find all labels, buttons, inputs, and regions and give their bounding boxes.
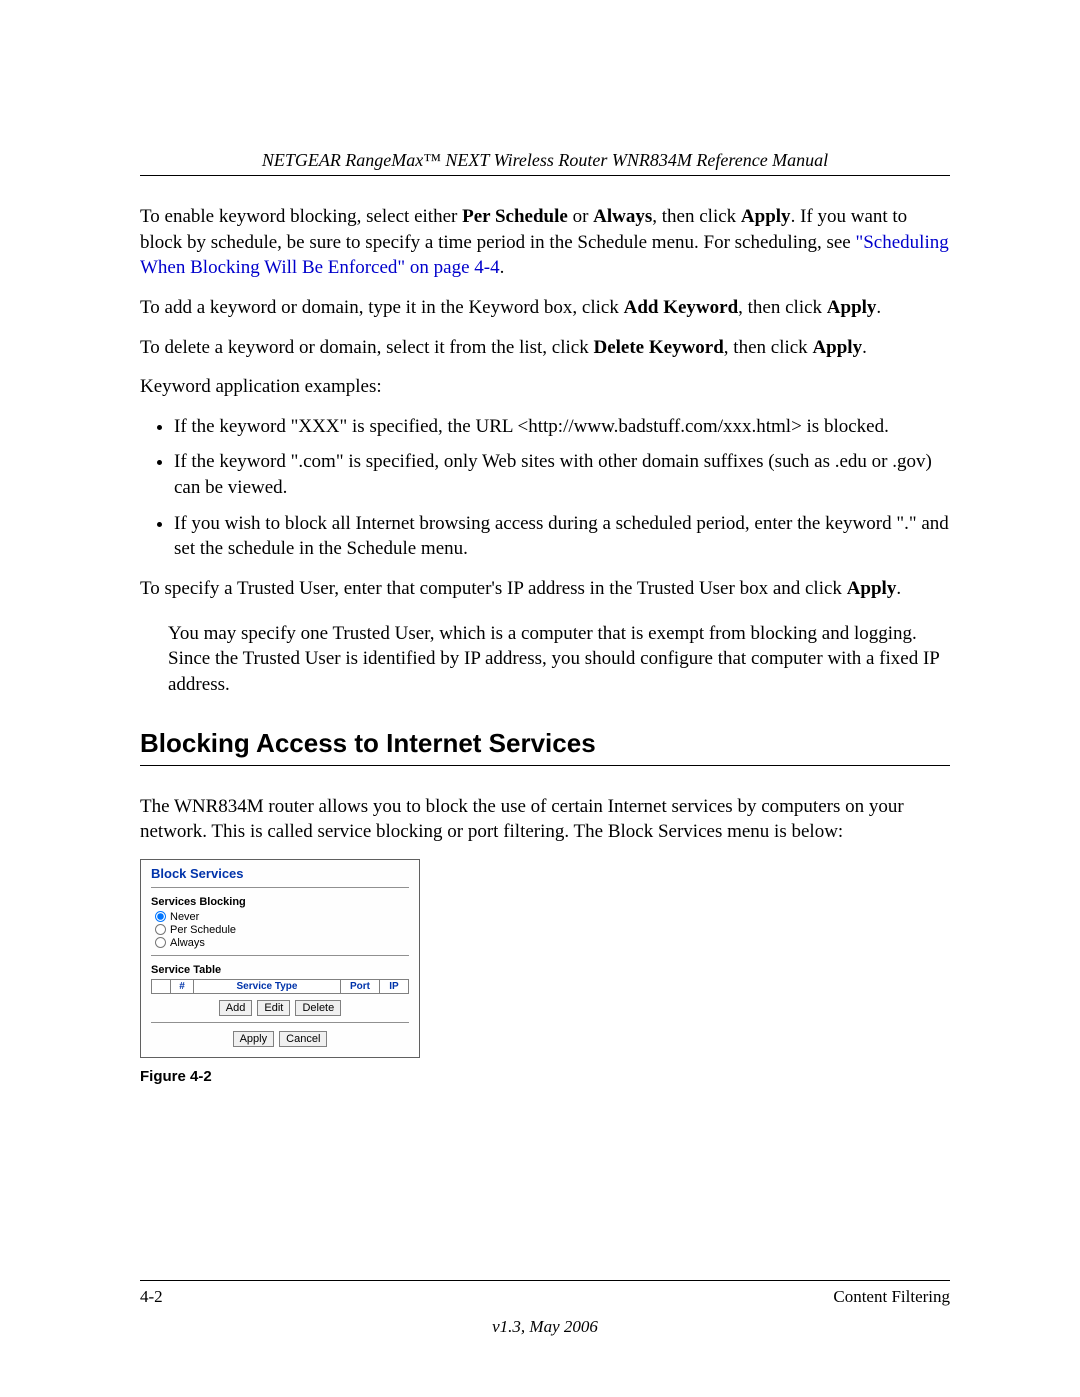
bold-apply: Apply (847, 578, 897, 599)
list-item: If you wish to block all Internet browsi… (174, 511, 950, 562)
text: To specify a Trusted User, enter that co… (140, 578, 847, 599)
radio-always[interactable] (155, 937, 166, 948)
section-rule (140, 765, 950, 766)
delete-button[interactable]: Delete (295, 1000, 341, 1016)
bold-per-schedule: Per Schedule (462, 206, 568, 227)
block-services-panel: Block Services Services Blocking Never P… (140, 859, 420, 1058)
panel-divider (151, 1022, 409, 1023)
bold-add-keyword: Add Keyword (624, 297, 739, 318)
text: , then click (652, 206, 741, 227)
paragraph-7: The WNR834M router allows you to block t… (140, 794, 950, 845)
footer-rule (140, 1280, 950, 1281)
section-heading: Blocking Access to Internet Services (140, 728, 950, 759)
services-blocking-label: Services Blocking (151, 896, 409, 908)
section-name: Content Filtering (833, 1287, 950, 1307)
col-port: Port (341, 979, 380, 993)
paragraph-5: To specify a Trusted User, enter that co… (140, 576, 950, 602)
figure-caption: Figure 4-2 (140, 1068, 950, 1085)
edit-button[interactable]: Edit (257, 1000, 290, 1016)
radio-label: Per Schedule (170, 924, 236, 936)
radio-row-never[interactable]: Never (155, 911, 409, 923)
doc-version: v1.3, May 2006 (140, 1317, 950, 1337)
radio-label: Never (170, 911, 199, 923)
text: , then click (738, 297, 827, 318)
bold-delete-keyword: Delete Keyword (593, 337, 723, 358)
list-item: If the keyword "XXX" is specified, the U… (174, 414, 950, 440)
paragraph-3: To delete a keyword or domain, select it… (140, 335, 950, 361)
page-number: 4-2 (140, 1287, 163, 1307)
panel-divider (151, 955, 409, 956)
text: . (862, 337, 867, 358)
bold-apply: Apply (741, 206, 791, 227)
text: To add a keyword or domain, type it in t… (140, 297, 624, 318)
col-ip: IP (380, 979, 409, 993)
panel-title: Block Services (151, 866, 409, 881)
list-item: If the keyword ".com" is specified, only… (174, 449, 950, 500)
text: or (568, 206, 593, 227)
text: . (896, 578, 901, 599)
col-num: # (171, 979, 194, 993)
add-button[interactable]: Add (219, 1000, 253, 1016)
radio-label: Always (170, 937, 205, 949)
bold-apply: Apply (827, 297, 877, 318)
radio-row-always[interactable]: Always (155, 937, 409, 949)
document-header: NETGEAR RangeMax™ NEXT Wireless Router W… (140, 150, 950, 171)
table-header-row: # Service Type Port IP (152, 979, 409, 993)
paragraph-4: Keyword application examples: (140, 374, 950, 400)
apply-button[interactable]: Apply (233, 1031, 275, 1047)
radio-per-schedule[interactable] (155, 924, 166, 935)
page-footer: 4-2 Content Filtering v1.3, May 2006 (140, 1280, 950, 1337)
text: . (876, 297, 881, 318)
service-table: # Service Type Port IP (151, 979, 409, 994)
bold-apply: Apply (812, 337, 862, 358)
text: , then click (724, 337, 813, 358)
examples-list: If the keyword "XXX" is specified, the U… (140, 414, 950, 562)
panel-divider (151, 887, 409, 888)
paragraph-6-indented: You may specify one Trusted User, which … (168, 621, 950, 698)
cancel-button[interactable]: Cancel (279, 1031, 327, 1047)
header-rule (140, 175, 950, 176)
text: To delete a keyword or domain, select it… (140, 337, 593, 358)
button-row-2: Apply Cancel (151, 1031, 409, 1047)
col-service-type: Service Type (194, 979, 341, 993)
col-checkbox (152, 979, 171, 993)
text: To enable keyword blocking, select eithe… (140, 206, 462, 227)
radio-never[interactable] (155, 911, 166, 922)
paragraph-2: To add a keyword or domain, type it in t… (140, 295, 950, 321)
paragraph-1: To enable keyword blocking, select eithe… (140, 204, 950, 281)
bold-always: Always (593, 206, 652, 227)
text: . (500, 257, 505, 278)
radio-row-per-schedule[interactable]: Per Schedule (155, 924, 409, 936)
button-row-1: Add Edit Delete (151, 1000, 409, 1016)
service-table-label: Service Table (151, 964, 409, 976)
